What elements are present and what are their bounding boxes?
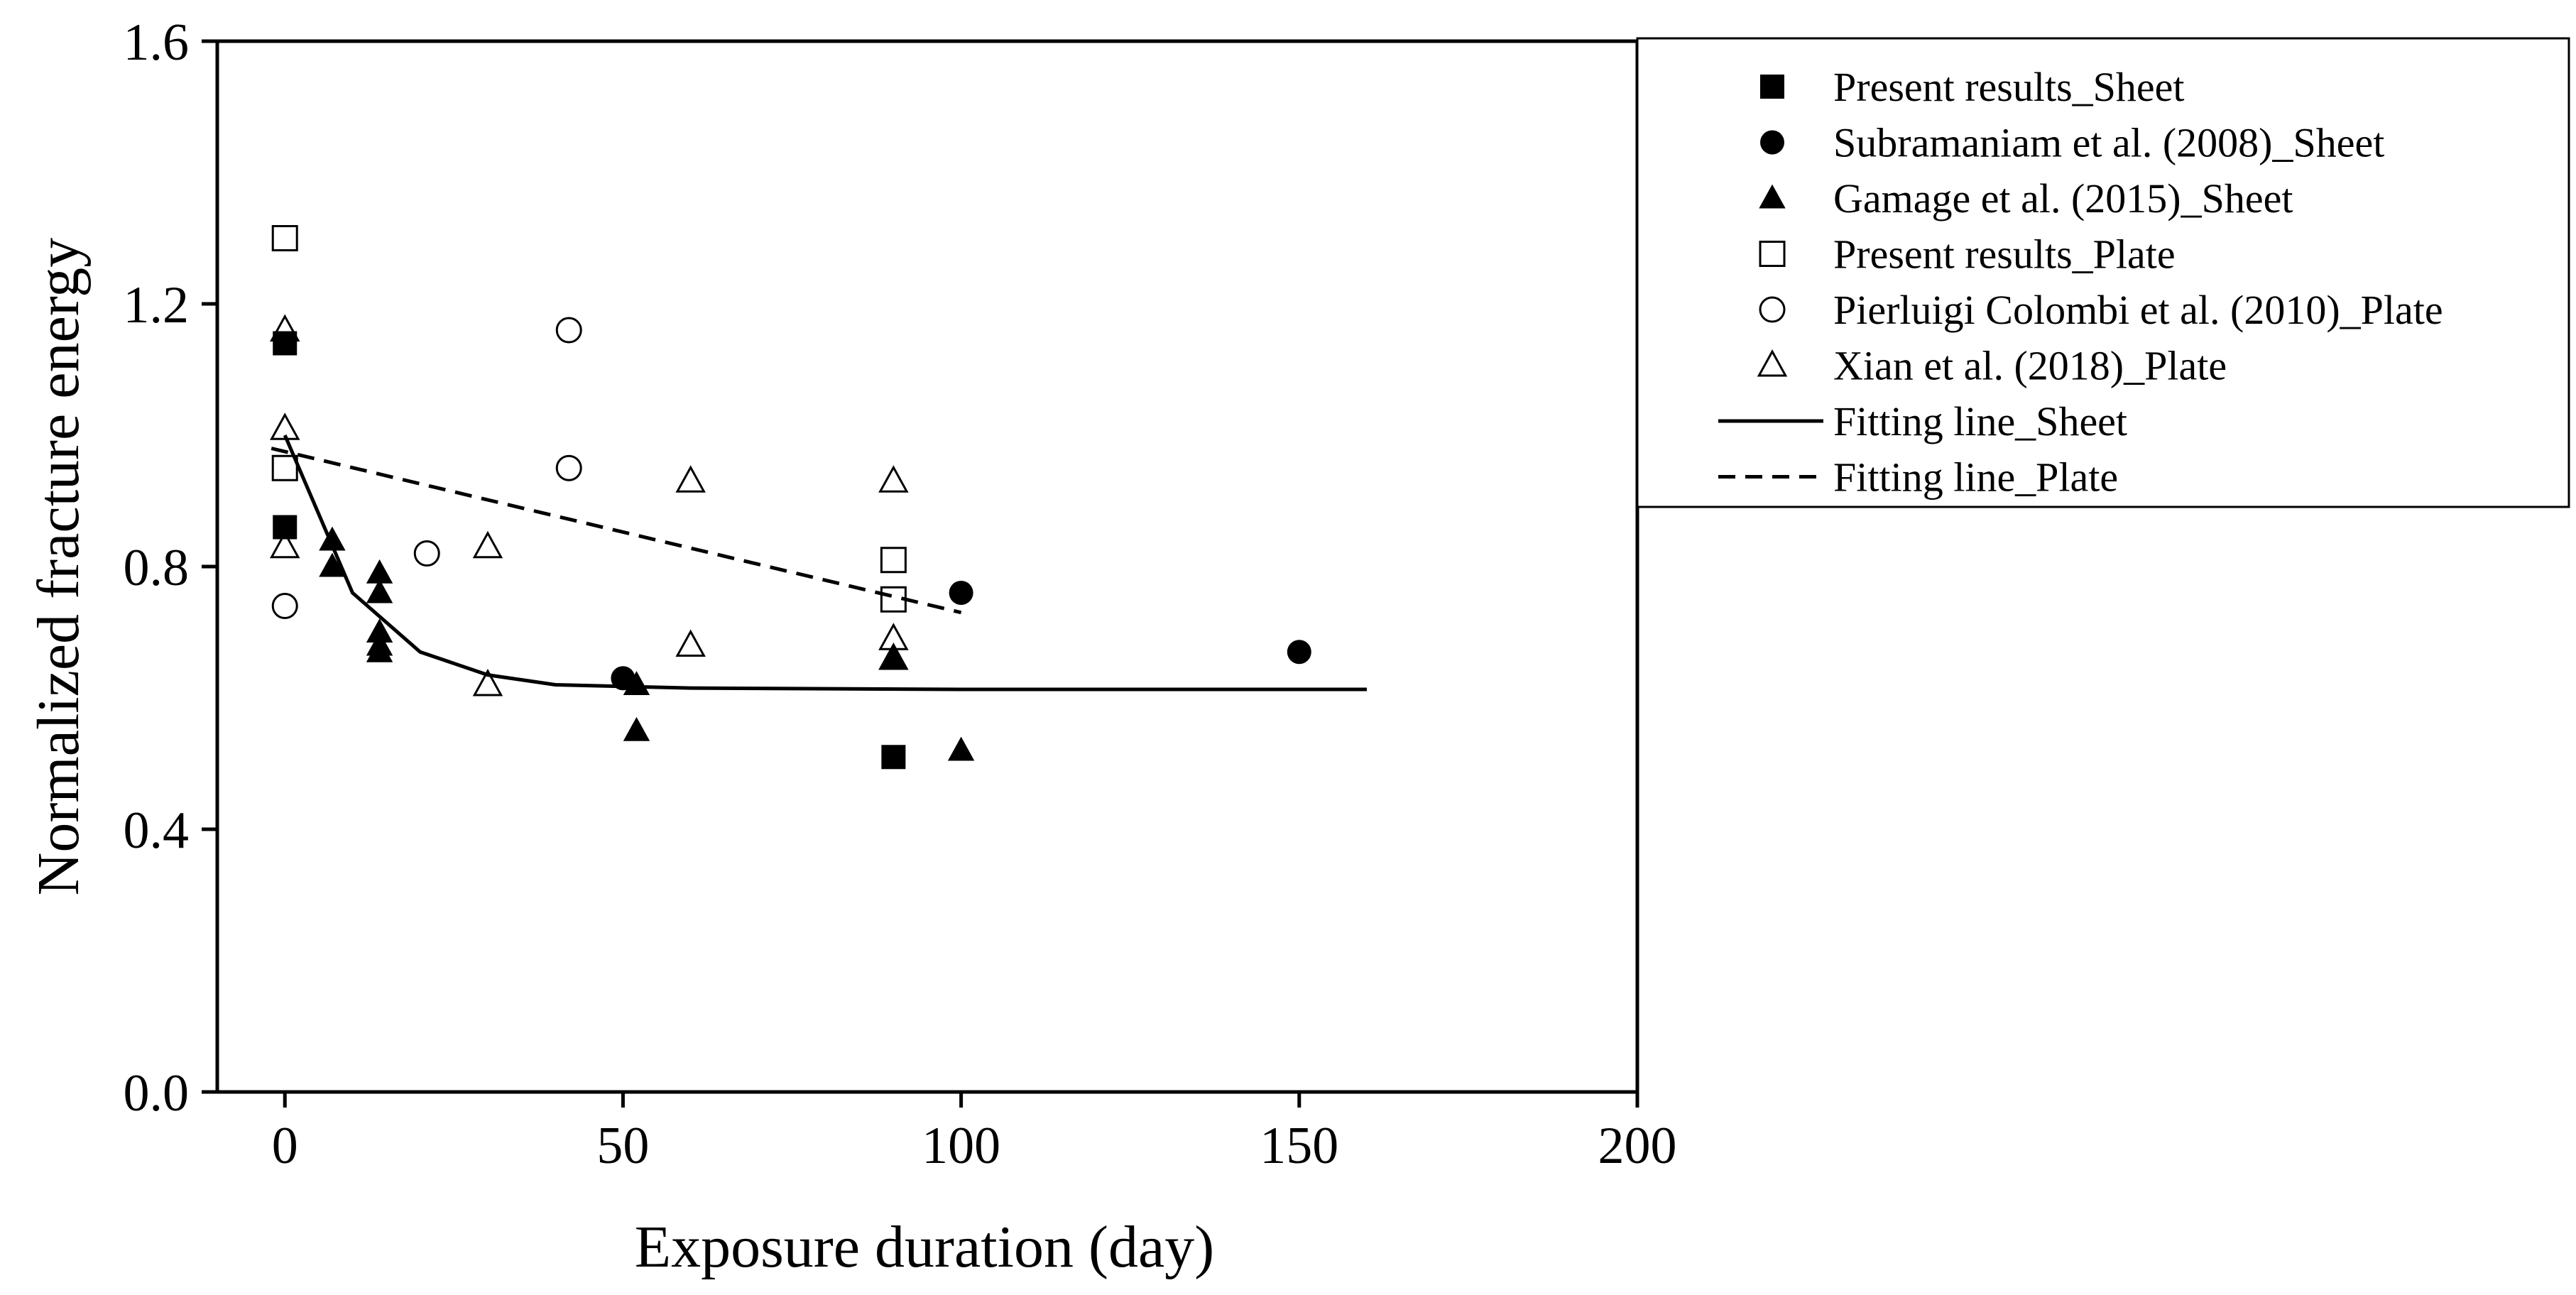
present-results-sheet-point [273,331,298,356]
fitting-line-plate-line [271,447,962,615]
legend: Present results_Sheet Subramaniam et al. … [1636,37,2570,508]
legend-symbol-present-results-sheet [1760,75,1784,99]
present-results-sheet-point [273,515,298,540]
gamage-et-al-2015-sheet-point [623,671,650,696]
xian-et-al-2018-plate-point [472,530,503,559]
xian-et-al-2018-plate-point [472,669,503,696]
subramaniam-et-al-2008-sheet-point [949,581,973,605]
legend-label-present-results-plate: Present results_Plate [1833,231,2176,278]
xian-et-al-2018-plate-point [878,465,909,493]
legend-label-fitting-line-plate: Fitting line_Plate [1833,454,2118,501]
y-tick-label: 0.8 [124,539,190,597]
legend-label-fitting-line-sheet: Fitting line_Sheet [1833,398,2127,444]
x-tick-label: 50 [596,1117,649,1175]
y-tick-label: 0.4 [124,802,190,860]
x-tick-label: 150 [1260,1117,1338,1175]
xian-et-al-2018-plate-point [269,530,300,559]
legend-box [1636,37,2570,508]
present-results-plate-point [271,225,298,251]
y-axis-title: Normalized fracture energy [26,238,92,896]
subramaniam-et-al-2008-sheet-point [1287,640,1311,665]
y-tick-label: 1.6 [124,13,190,72]
plot-frame [215,39,1639,1094]
present-results-plate-point [880,586,907,613]
xian-et-al-2018-plate-point [878,643,909,670]
gamage-et-al-2015-sheet-point [623,716,650,741]
legend-label-gamage-et-al-2015-sheet: Gamage et al. (2015)_Sheet [1833,175,2293,222]
gamage-et-al-2015-sheet-point [319,552,346,577]
legend-symbol-subramaniam-et-al-2008-sheet [1760,130,1784,155]
x-tick-label: 0 [272,1117,298,1175]
legend-symbol-xian-et-al-2018-plate [1757,349,1788,377]
gamage-et-al-2015-sheet-point [880,645,907,670]
x-axis-title: Exposure duration (day) [635,1214,1214,1280]
subramaniam-et-al-2008-sheet-point [611,666,635,691]
data-markers [269,225,1311,770]
x-tick-label: 100 [922,1117,1000,1175]
legend-label-xian-et-al-2018-plate: Xian et al. (2018)_Plate [1833,343,2227,389]
xian-et-al-2018-plate-point [675,629,706,657]
legend-symbol-present-results-plate [1759,241,1786,267]
xian-et-al-2018-plate-point [269,314,300,342]
present-results-plate-point [880,547,907,574]
xian-et-al-2018-plate-point [675,465,706,493]
axis-ticks: 0 50 100 150 200 0.0 0.4 0.8 1.2 1.6 [124,13,1677,1175]
gamage-et-al-2015-sheet-point [366,579,393,603]
x-tick-label: 200 [1598,1117,1677,1175]
present-results-plate-point [271,454,298,481]
fitting-line-sheet-line [283,435,1368,692]
legend-symbol-pierluigi-colombi-et-al-2010-plate [1759,296,1786,323]
legend-label-subramaniam-et-al-2008-sheet: Subramaniam et al. (2008)_Sheet [1833,120,2384,166]
gamage-et-al-2015-sheet-point [366,618,393,643]
pierluigi-colombi-et-al-2010-plate-point [413,540,440,567]
y-tick-label: 0.0 [124,1064,190,1122]
pierluigi-colombi-et-al-2010-plate-point [555,317,582,344]
xian-et-al-2018-plate-point [878,623,909,650]
gamage-et-al-2015-sheet-point [947,736,975,761]
legend-label-present-results-sheet: Present results_Sheet [1833,64,2185,110]
gamage-et-al-2015-sheet-point [366,638,393,662]
pierluigi-colombi-et-al-2010-plate-point [555,454,582,481]
xian-et-al-2018-plate-point [269,412,300,440]
pierluigi-colombi-et-al-2010-plate-point [271,593,298,619]
gamage-et-al-2015-sheet-point [319,526,346,551]
present-results-sheet-point [881,745,906,770]
legend-symbol-gamage-et-al-2015-sheet [1759,184,1786,209]
legend-label-pierluigi-colombi-et-al-2010-plate: Pierluigi Colombi et al. (2010)_Plate [1833,287,2443,333]
y-tick-label: 1.2 [124,276,190,334]
gamage-et-al-2015-sheet-point [366,559,393,584]
